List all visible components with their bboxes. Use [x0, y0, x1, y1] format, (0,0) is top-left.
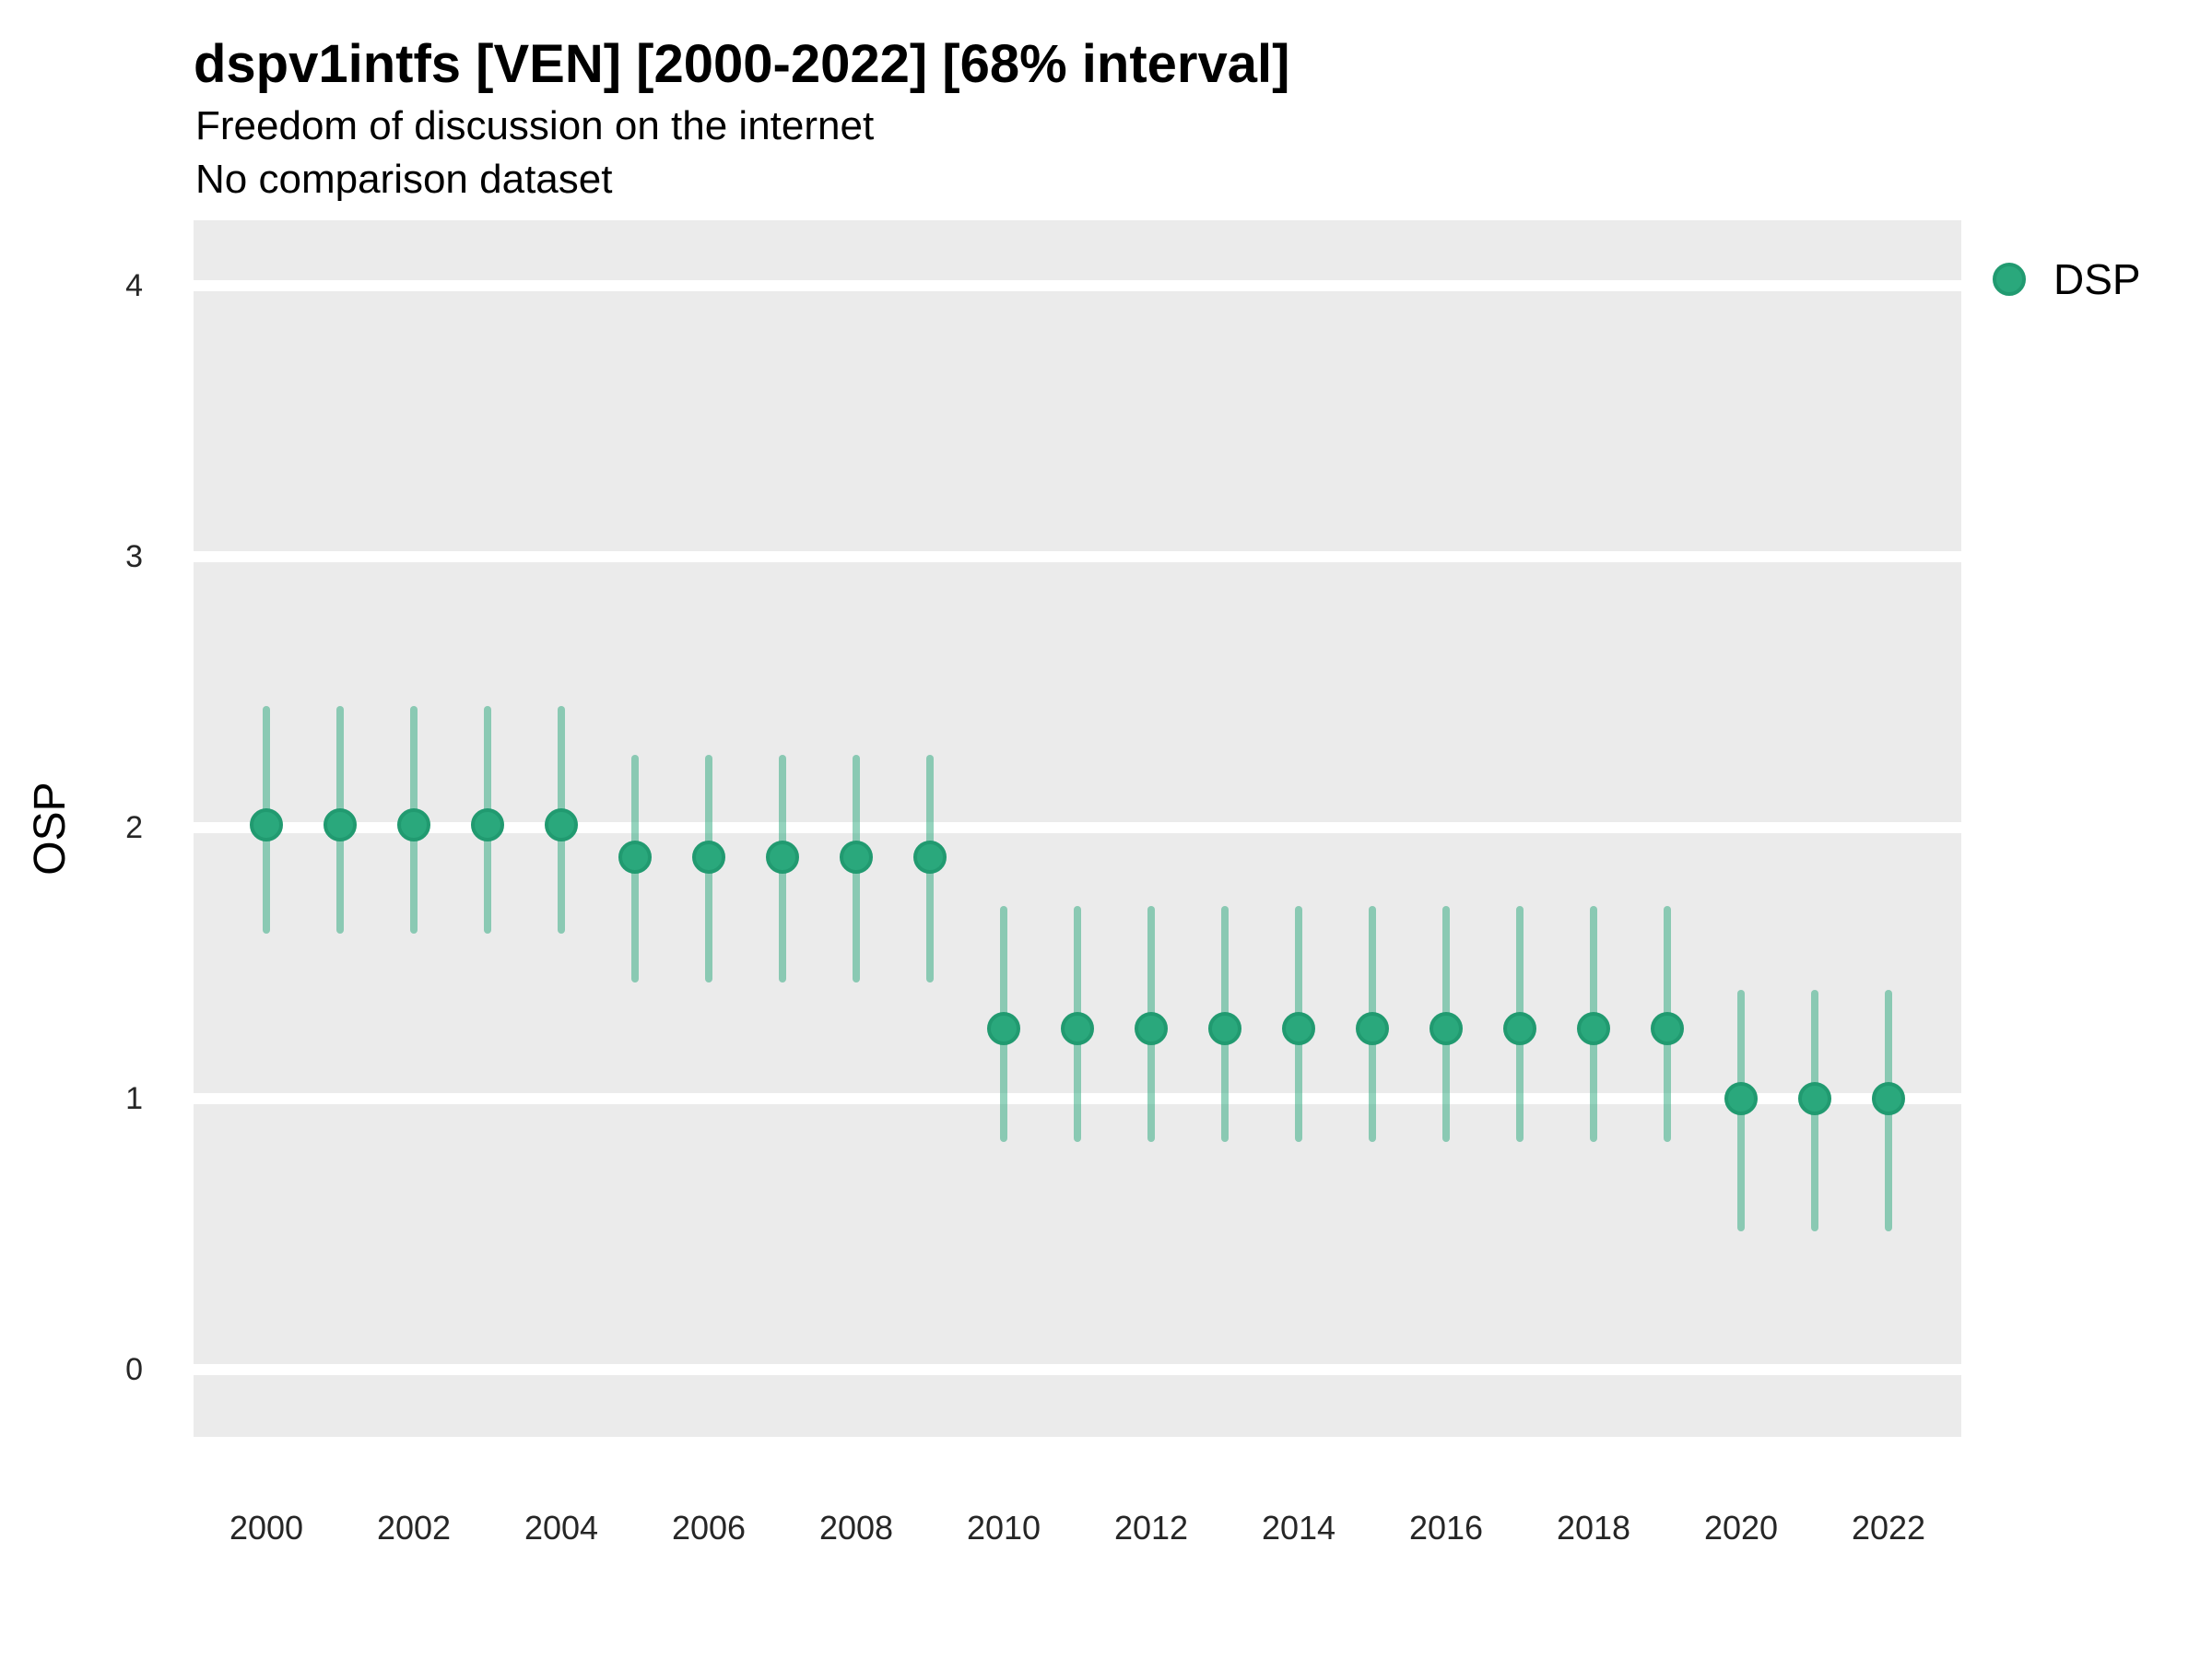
data-point-2005: [618, 841, 652, 875]
data-point-2011: [1061, 1011, 1094, 1045]
data-point-2018: [1577, 1011, 1610, 1045]
x-tick-label: 2020: [1703, 1509, 1779, 1547]
gridline-y-4: [194, 280, 1961, 291]
y-tick-label: 1: [125, 1081, 143, 1116]
gridline-y-0: [194, 1364, 1961, 1375]
y-tick-label: 0: [125, 1352, 143, 1387]
x-tick-label: 2004: [524, 1509, 599, 1547]
x-tick-label: 2010: [966, 1509, 1041, 1547]
y-tick-label: 4: [125, 268, 143, 303]
data-point-2015: [1356, 1011, 1389, 1045]
gridline-y-3: [194, 551, 1961, 562]
chart-subtitle: Freedom of discussion on the internet: [195, 103, 875, 148]
y-tick-label: 2: [125, 810, 143, 845]
x-tick-label: 2012: [1113, 1509, 1189, 1547]
data-point-2003: [471, 808, 504, 842]
x-tick-label: 2006: [671, 1509, 747, 1547]
x-tick-label: 2002: [376, 1509, 452, 1547]
x-tick-label: 2022: [1851, 1509, 1926, 1547]
data-point-2006: [692, 841, 725, 875]
chart-title: dspv1intfs [VEN] [2000-2022] [68% interv…: [194, 34, 1290, 94]
y-tick-label: 3: [125, 539, 143, 574]
data-point-2002: [397, 808, 430, 842]
legend: DSP: [1993, 255, 2141, 303]
chart-comparison-note: No comparison dataset: [195, 157, 613, 202]
data-point-2004: [545, 808, 578, 842]
data-point-2012: [1135, 1011, 1168, 1045]
data-point-2007: [766, 841, 799, 875]
data-point-2016: [1430, 1011, 1463, 1045]
x-tick-label: 2018: [1556, 1509, 1631, 1547]
gridline-y-2: [194, 822, 1961, 833]
data-point-2013: [1208, 1011, 1241, 1045]
data-point-2008: [840, 841, 873, 875]
x-tick-label: 2008: [818, 1509, 894, 1547]
data-point-2014: [1282, 1011, 1315, 1045]
plot-panel: [194, 220, 1961, 1437]
data-point-2017: [1503, 1011, 1536, 1045]
legend-label: DSP: [2053, 255, 2141, 303]
data-point-2000: [250, 808, 283, 842]
data-point-2001: [324, 808, 357, 842]
data-point-2009: [913, 841, 947, 875]
data-point-2010: [987, 1011, 1020, 1045]
data-point-2020: [1724, 1082, 1758, 1115]
x-tick-label: 2000: [229, 1509, 304, 1547]
legend-point-icon: [1993, 263, 2026, 296]
data-point-2022: [1872, 1082, 1905, 1115]
x-tick-label: 2014: [1261, 1509, 1336, 1547]
data-point-2019: [1651, 1011, 1684, 1045]
x-tick-label: 2016: [1408, 1509, 1484, 1547]
data-point-2021: [1798, 1082, 1831, 1115]
